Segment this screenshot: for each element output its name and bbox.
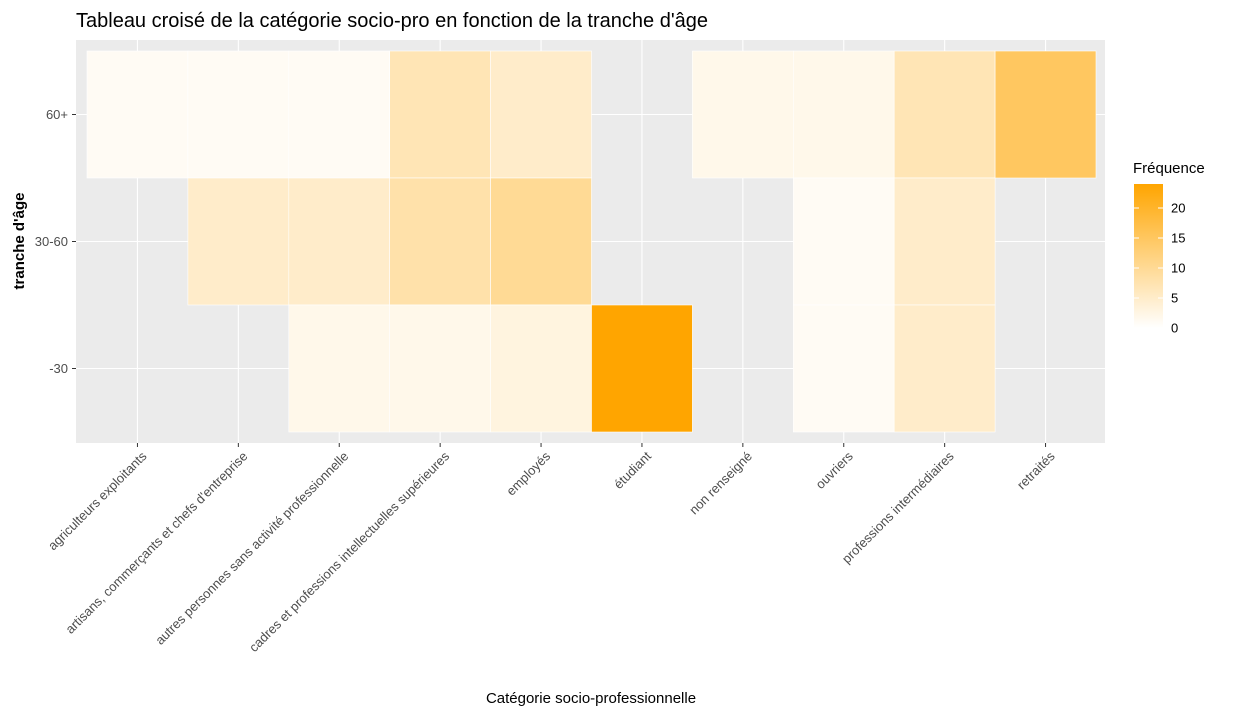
heatmap-cell	[490, 304, 592, 433]
legend: Fréquence 0 5 10 15 20	[1133, 160, 1205, 336]
heatmap-cell	[591, 304, 693, 433]
heatmap-cell	[893, 177, 996, 306]
x-tick-label: autres personnes sans activité professio…	[152, 449, 351, 648]
legend-title: Fréquence	[1133, 160, 1205, 177]
heatmap-cell	[792, 50, 895, 179]
heatmap-cell	[389, 50, 491, 179]
chart-title: Tableau croisé de la catégorie socio-pro…	[76, 10, 708, 32]
legend-colorbar	[1134, 184, 1163, 328]
legend-ticks: 0 5 10 15 20	[1134, 201, 1185, 336]
heatmap-cell	[187, 177, 290, 306]
heatmap-cell	[893, 304, 996, 433]
y-tick-label: 60+	[46, 107, 68, 122]
legend-tick-label: 0	[1171, 321, 1178, 336]
x-tick-label: artisans, commerçants et chefs d'entrepr…	[62, 449, 250, 637]
legend-tick-label: 5	[1171, 291, 1178, 306]
y-tick-label: 30-60	[35, 234, 68, 249]
x-tick-label: cadres et professions intellectuelles su…	[246, 448, 453, 655]
heatmap-cells	[86, 50, 1097, 433]
x-tick-label: ouvriers	[813, 448, 857, 492]
legend-tick-label: 15	[1171, 231, 1185, 246]
heatmap-cell	[994, 50, 1097, 179]
x-tick-label: employés	[503, 448, 553, 498]
heatmap-cell	[288, 177, 390, 306]
x-axis-title: Catégorie socio-professionnelle	[486, 690, 696, 707]
x-tick-label: étudiant	[611, 448, 655, 492]
heatmap-cell	[187, 50, 290, 179]
x-tick-label: professions intermédiaires	[839, 448, 957, 566]
heatmap-cell	[692, 50, 794, 179]
x-tick-label: non renseigné	[686, 449, 755, 518]
heatmap-cell	[893, 50, 996, 179]
legend-tick-label: 10	[1171, 261, 1185, 276]
y-axis-ticks: -30 30-60 60+	[35, 107, 76, 376]
y-axis-title: tranche d'âge	[11, 193, 28, 290]
heatmap-cell	[490, 50, 592, 179]
heatmap-cell	[389, 304, 491, 433]
x-tick-label: agriculteurs exploitants	[45, 448, 150, 553]
heatmap-cell	[389, 177, 491, 306]
legend-tick-label: 20	[1171, 201, 1185, 216]
heatmap-cell	[86, 50, 189, 179]
heatmap-cell	[288, 50, 390, 179]
heatmap-cell	[792, 177, 895, 306]
heatmap-cell	[792, 304, 895, 433]
heatmap-cell	[288, 304, 390, 433]
heatmap-cell	[490, 177, 592, 306]
x-tick-label: retraités	[1014, 448, 1058, 492]
y-tick-label: -30	[49, 361, 68, 376]
